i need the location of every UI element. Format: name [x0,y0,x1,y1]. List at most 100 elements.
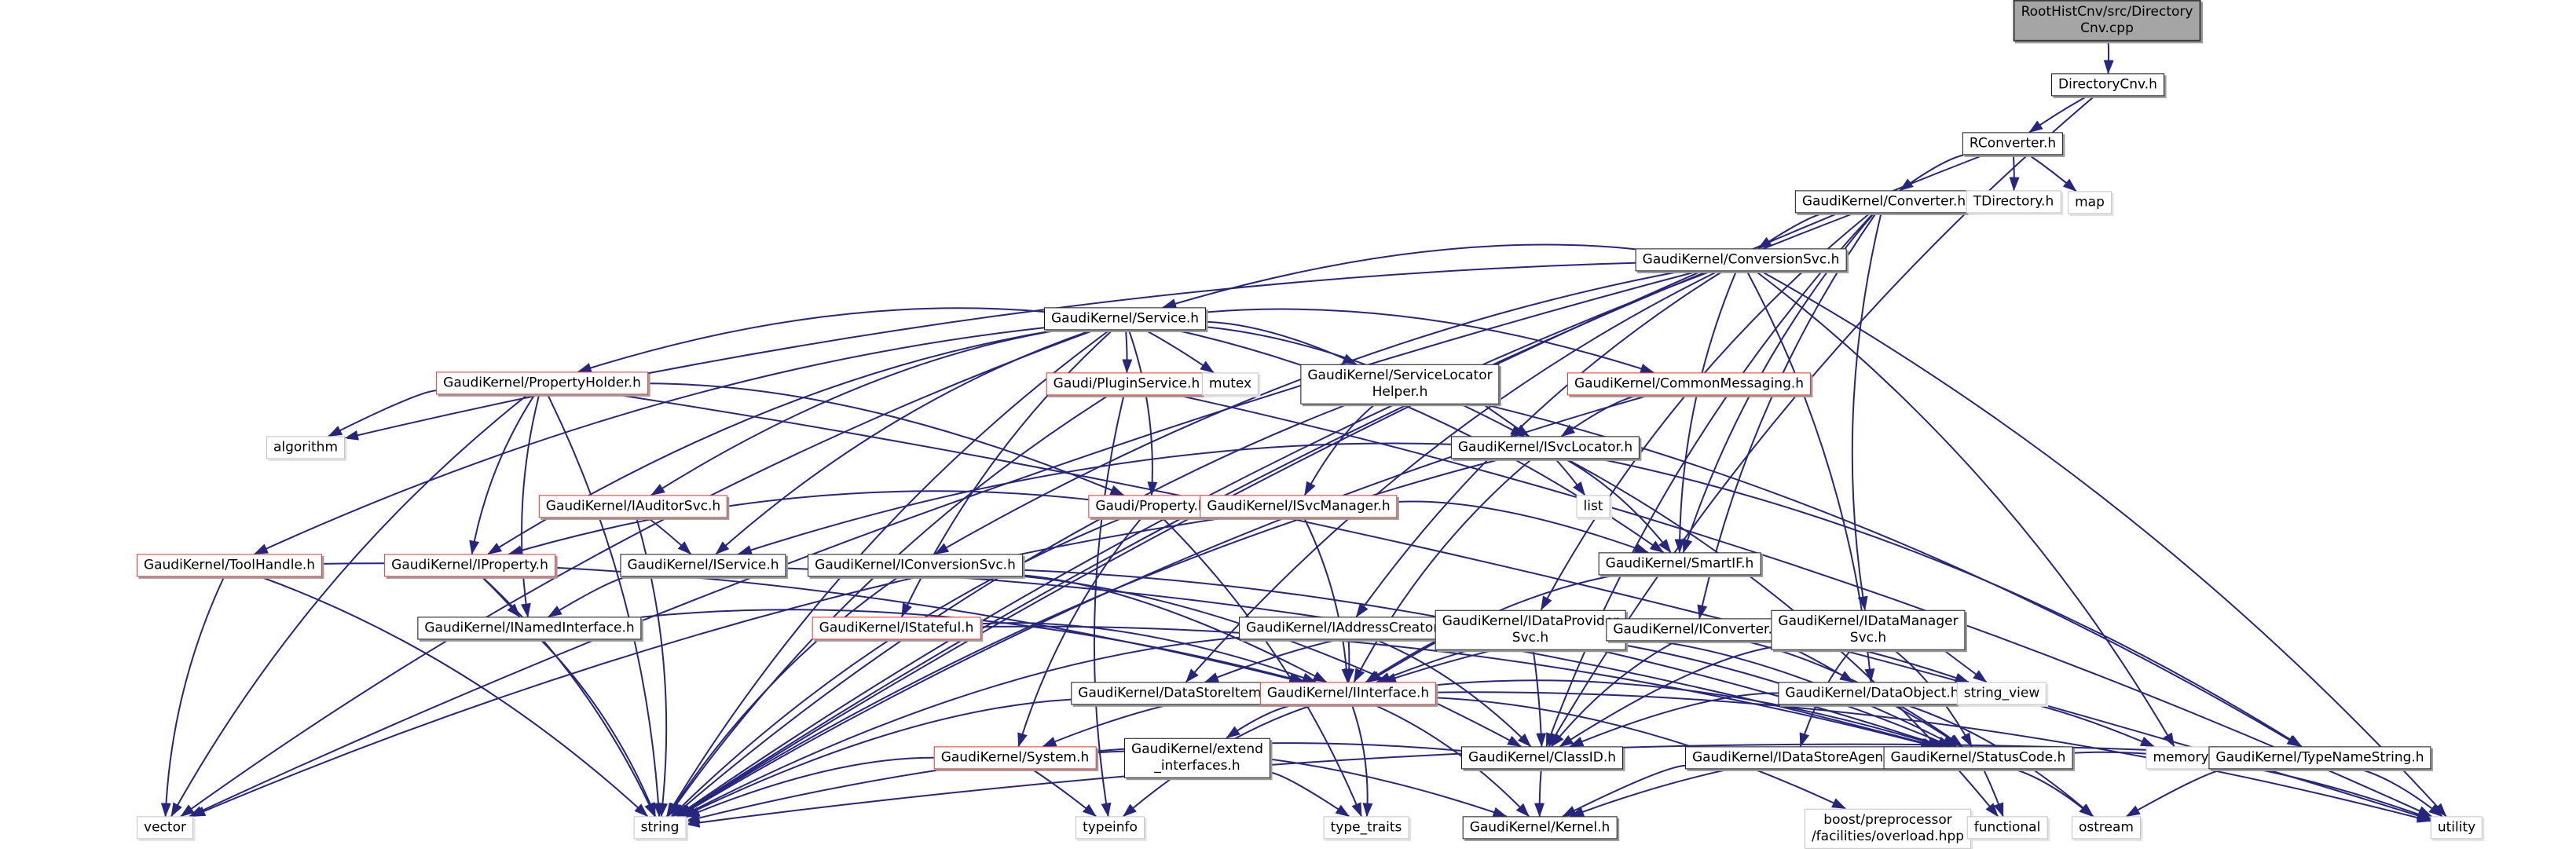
node-vector: vector [137,816,193,840]
edge-iconverter-h-to-classid-h [1551,640,1676,748]
edge-statuscode-h-to-functional [1982,769,2004,818]
node-istateful-h[interactable]: GaudiKernel/IStateful.h [812,617,981,640]
node-string: string [633,816,687,840]
node-iproperty-h[interactable]: GaudiKernel/IProperty.h [384,554,555,577]
node-type-traits: type_traits [1323,816,1409,840]
node-servicelocatorhelper-h[interactable]: GaudiKernel/ServiceLocator Helper.h [1300,364,1500,404]
edge-iinterface-h-to-extend-interfaces-h [1226,704,1294,739]
node-algorithm: algorithm [266,436,346,459]
edge-isvcmanager-h-to-iinterface-h [1303,518,1352,683]
node-pluginservice-h[interactable]: Gaudi/PluginService.h [1046,372,1207,396]
node-typeinfo: typeinfo [1075,816,1145,840]
edge-servicelocatorhelper-h-to-isvclocator-h [1479,401,1530,437]
node-converter-h[interactable]: GaudiKernel/Converter.h [1794,190,1973,214]
edge-idataprovidersvc-h-to-classid-h [1532,650,1547,748]
edge-converter-h-to-conversionsvc-h [1757,212,1825,250]
edge-dataobject-h-to-statuscode-h [1893,704,1962,748]
node-map: map [2068,191,2112,214]
node-list: list [1576,495,1610,518]
edge-classid-h-to-kernel-h [1534,769,1545,818]
edge-iinterface-h-to-kernel-h [1373,704,1530,818]
node-string-view: string_view [1956,682,2047,705]
node-property-h[interactable]: Gaudi/Property.h [1088,495,1214,518]
edge-service-h-to-property-h [1128,330,1158,496]
edge-isvclocator-h-to-iservice-h [737,442,1452,555]
edge-service-h-to-string [665,329,1110,818]
node-datastoreitem-h[interactable]: GaudiKernel/DataStoreItem.h [1071,682,1281,705]
edge-isvclocator-h-to-list [1555,458,1586,496]
node-rconverter-h[interactable]: RConverter.h [1962,132,2064,156]
edge-servicelocatorhelper-h-to-typenamestring-h [1482,403,2302,748]
edge-service-h-to-iproperty-h [487,329,1056,555]
edge-isvclocator-h-to-smartif-h [1565,458,1672,554]
edge-toolhandle-h-to-string [260,576,649,818]
edge-isvcmanager-h-to-vector [191,517,1224,818]
node-system-h[interactable]: GaudiKernel/System.h [933,746,1097,770]
edge-iauditorsvc-h-to-iservice-h [647,517,692,555]
edge-extend-interfaces-h-to-type-traits [1270,771,1350,818]
node-statuscode-h[interactable]: GaudiKernel/StatusCode.h [1883,746,2073,770]
edge-iinterface-h-to-statuscode-h [1435,679,1942,748]
edge-iservice-h-to-statuscode-h [786,567,1937,748]
node-inamedinterface-h[interactable]: GaudiKernel/INamedInterface.h [417,617,642,640]
node-mutex: mutex [1201,372,1259,396]
node-smartif-h[interactable]: GaudiKernel/SmartIF.h [1598,552,1761,576]
edge-conversionsvc-h-to-vector [189,270,1698,818]
edge-servicelocatorhelper-h-to-isvcmanager-h [1303,403,1376,496]
edge-service-h-to-toolhandle-h [253,327,1045,555]
edge-idatamanagersvc-h-to-string-view [1940,647,1988,683]
edge-converter-h-to-idatamanagersvc-h [1851,213,1882,611]
node-iconverter-h[interactable]: GaudiKernel/IConverter.h [1606,618,1788,642]
edge-isvclocator-h-to-iinterface-h [1353,458,1533,683]
edge-system-h-to-string [685,756,934,818]
edge-propertyholder-h-to-algorithm [328,390,437,437]
node-extend-interfaces-h[interactable]: GaudiKernel/extend _interfaces.h [1124,737,1270,778]
node-isvcmanager-h[interactable]: GaudiKernel/ISvcManager.h [1200,495,1398,518]
edge-rconverter-h-to-map [2028,154,2077,192]
edge-typenamestring-h-to-ostream [2125,768,2225,818]
edge-directorycnv-h-to-rconverter-h [2028,95,2088,134]
node-tdirectory-h: TDirectory.h [1966,190,2061,214]
edge-propertyholder-h-to-inamedinterface-h [520,394,540,618]
edge-iaddresscreator-h-to-iinterface-h [1344,639,1355,683]
node-memory: memory [2145,746,2216,770]
node-kernel-h[interactable]: GaudiKernel/Kernel.h [1462,816,1618,840]
edge-rconverter-h-to-string [676,154,1984,818]
edge-service-h-to-commonmessaging-h [1205,308,1655,374]
node-typenamestring-h[interactable]: GaudiKernel/TypeNameString.h [2208,746,2431,770]
edge-system-h-to-typeinfo [1031,768,1097,818]
edge-idatamanagersvc-h-to-classid-h [1559,646,1772,748]
edge-isvclocator-h-to-typenamestring-h [1599,458,2303,748]
edge-pluginservice-h-to-typeinfo [1093,395,1125,818]
edge-idataprovidersvc-h-to-statuscode-h [1625,636,1957,748]
node-iauditorsvc-h[interactable]: GaudiKernel/IAuditorSvc.h [538,495,728,518]
node-idatamanagersvc-h[interactable]: GaudiKernel/IDataManager Svc.h [1771,609,1966,650]
edge-conversionsvc-h-to-service-h [1162,243,1636,309]
node-propertyholder-h[interactable]: GaudiKernel/PropertyHolder.h [436,371,648,395]
edge-toolhandle-h-to-vector [160,576,225,818]
edge-inamedinterface-h-to-string [540,639,657,818]
node-idatastoreagent-h[interactable]: GaudiKernel/IDataStoreAgent.h [1684,746,1909,770]
edge-iproperty-h-to-string [482,576,656,818]
node-conversionsvc-h[interactable]: GaudiKernel/ConversionSvc.h [1635,248,1847,272]
node-iconversionsvc-h[interactable]: GaudiKernel/IConversionSvc.h [808,554,1023,577]
node-isvclocator-h[interactable]: GaudiKernel/ISvcLocator.h [1450,436,1640,459]
node-dataobject-h[interactable]: GaudiKernel/DataObject.h [1778,682,1966,705]
node-iaddresscreator-h[interactable]: GaudiKernel/IAddressCreator.h [1239,617,1457,640]
edge-idatastoreagent-h-to-kernel-h [1562,764,1686,818]
node-idataprovidersvc-h[interactable]: GaudiKernel/IDataProvider Svc.h [1435,609,1626,650]
node-classid-h[interactable]: GaudiKernel/ClassID.h [1460,746,1624,770]
edge-datastoreitem-h-to-string [683,698,1072,818]
edge-propertyholder-h-to-vector [170,393,529,818]
node-iinterface-h[interactable]: GaudiKernel/IInterface.h [1259,682,1437,705]
node-commonmessaging-h[interactable]: GaudiKernel/CommonMessaging.h [1566,372,1812,396]
edge-propertyholder-h-to-string [547,394,664,818]
edge-conversionsvc-h-to-memory [1755,270,2175,748]
edge-pluginservice-h-to-string [667,394,1109,818]
node-service-h[interactable]: GaudiKernel/Service.h [1043,307,1207,331]
edge-propertyholder-h-to-property-h [647,382,1125,496]
node-directorycnv-h[interactable]: DirectoryCnv.h [2051,73,2164,97]
node-iservice-h[interactable]: GaudiKernel/IService.h [620,554,786,577]
node-toolhandle-h[interactable]: GaudiKernel/ToolHandle.h [136,554,323,577]
